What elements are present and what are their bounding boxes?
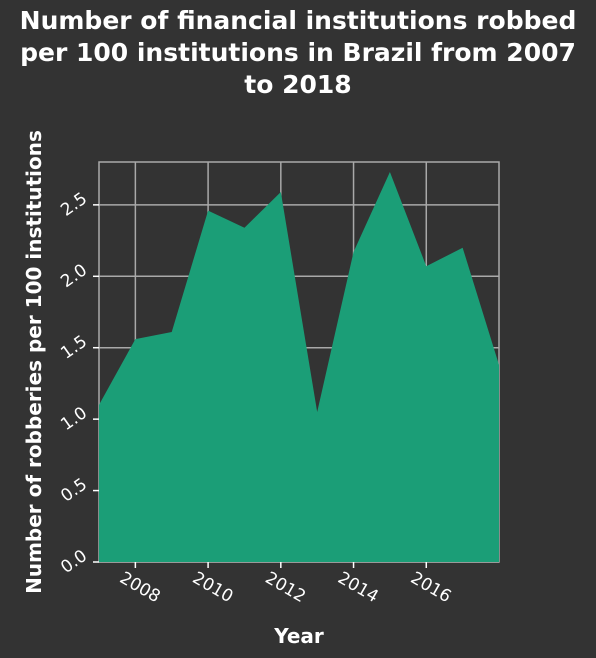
y-tick-label-1.0: 1.0 bbox=[57, 403, 91, 435]
x-tick-label-2014: 2014 bbox=[334, 568, 381, 607]
chart-title-line-2: per 100 institutions in Brazil from 2007 bbox=[20, 38, 576, 67]
x-tick-label-2016: 2016 bbox=[407, 568, 454, 607]
x-tick-label-2012: 2012 bbox=[262, 568, 309, 607]
chart-title-line-3: to 2018 bbox=[244, 70, 352, 99]
y-axis-label: Number of robberies per 100 institutions bbox=[22, 130, 46, 594]
y-tick-label-0.5: 0.5 bbox=[57, 475, 91, 507]
y-tick-label-1.5: 1.5 bbox=[57, 332, 91, 364]
x-tick-label-2010: 2010 bbox=[189, 568, 236, 607]
chart-title-line-1: Number of financial institutions robbed bbox=[19, 6, 577, 35]
x-axis-label: Year bbox=[273, 624, 324, 648]
y-tick-label-0.0: 0.0 bbox=[57, 546, 91, 578]
area-series bbox=[99, 172, 499, 562]
x-tick-label-2008: 2008 bbox=[116, 568, 163, 607]
y-tick-label-2.0: 2.0 bbox=[57, 260, 91, 292]
y-tick-label-2.5: 2.5 bbox=[57, 189, 91, 221]
